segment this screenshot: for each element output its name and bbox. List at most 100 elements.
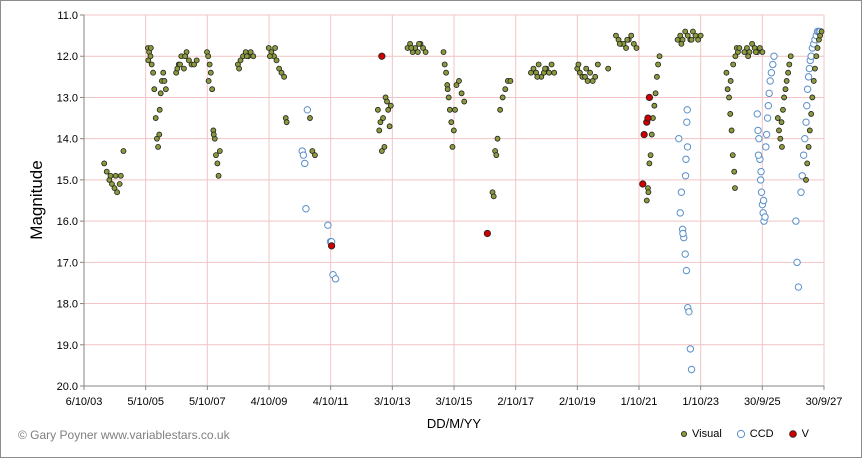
- data-point-ccd: [792, 217, 800, 225]
- data-point-visual: [777, 135, 784, 142]
- data-point-ccd: [759, 196, 768, 205]
- data-point-visual: [150, 69, 157, 76]
- data-point-visual: [376, 127, 383, 134]
- data-point-visual: [191, 61, 197, 68]
- data-point-visual: [546, 69, 552, 76]
- legend-label-v: V: [801, 428, 809, 440]
- data-point-visual: [630, 40, 637, 47]
- data-point-ccd: [799, 151, 808, 159]
- data-point-visual: [156, 131, 163, 138]
- data-point-visual: [647, 152, 654, 159]
- data-point-visual: [458, 90, 465, 97]
- data-point-visual: [250, 53, 257, 60]
- x-tick-label: 3/10/13: [374, 396, 411, 408]
- data-point-ccd: [807, 52, 815, 60]
- legend-label-visual: Visual: [692, 428, 722, 440]
- data-point-visual: [623, 45, 629, 51]
- tick-labels: 6/10/03 5/10/05 5/10/07 4/10/09 4/10/11 3/10/…: [57, 10, 843, 408]
- data-point-v: [378, 52, 386, 60]
- data-point-visual: [450, 127, 457, 134]
- data-point-visual: [111, 185, 118, 192]
- data-point-visual: [174, 65, 181, 72]
- data-point-visual: [147, 45, 154, 51]
- data-point-visual: [736, 45, 743, 51]
- data-point-ccd: [683, 106, 691, 114]
- data-point-visual: [273, 57, 280, 64]
- y-tick-label: 17.0: [57, 257, 78, 269]
- data-point-visual: [756, 45, 763, 51]
- data-point-visual: [215, 172, 222, 179]
- data-point-visual: [449, 144, 456, 150]
- data-point-ccd: [685, 308, 693, 316]
- data-point-visual: [151, 86, 158, 93]
- y-tick-label: 16.0: [57, 216, 78, 228]
- data-point-visual: [655, 61, 661, 68]
- data-point-visual: [809, 94, 816, 101]
- data-point-visual: [272, 45, 278, 51]
- data-point-visual: [117, 172, 124, 179]
- data-point-ccd: [755, 134, 763, 143]
- data-point-visual: [452, 106, 458, 113]
- copyright-text: © Gary Poyner www.variablestars.co.uk: [18, 428, 230, 442]
- data-point-visual: [422, 49, 429, 55]
- data-point-visual: [785, 69, 791, 76]
- data-point-visual: [782, 86, 789, 93]
- data-point-visual: [744, 45, 750, 51]
- data-point-visual: [530, 65, 537, 72]
- data-point-visual: [745, 53, 752, 60]
- legend-item-visual: Visual: [680, 428, 722, 440]
- data-point-visual: [181, 65, 187, 72]
- data-point-visual: [420, 45, 426, 51]
- data-point-ccd: [802, 118, 810, 126]
- data-point-ccd: [803, 85, 812, 93]
- data-point-ccd: [753, 110, 761, 118]
- data-point-visual: [247, 49, 254, 55]
- x-tick-label: 2/10/17: [497, 396, 534, 408]
- x-tick-label: 6/10/03: [66, 396, 103, 408]
- data-point-ccd: [756, 176, 765, 184]
- data-point-ccd: [766, 77, 774, 85]
- data-point-visual: [774, 115, 781, 121]
- data-point-visual: [624, 36, 631, 43]
- data-point-visual: [678, 40, 685, 47]
- data-point-visual: [109, 181, 115, 187]
- data-point-visual: [732, 53, 739, 60]
- data-point-visual: [114, 189, 121, 196]
- data-point-visual: [592, 73, 599, 80]
- data-point-visual: [656, 53, 663, 60]
- data-point-visual: [776, 127, 782, 134]
- data-point-ccd: [762, 143, 770, 151]
- data-point-visual: [645, 189, 652, 196]
- data-point-v: [483, 229, 491, 238]
- data-point-visual: [534, 73, 541, 80]
- data-point-v: [644, 114, 652, 122]
- data-point-visual: [193, 57, 200, 64]
- data-point-visual: [387, 102, 394, 109]
- data-point-ccd: [324, 221, 332, 229]
- y-tick-label: 13.0: [57, 92, 78, 104]
- data-point-visual: [805, 144, 812, 150]
- data-point-visual: [727, 111, 734, 117]
- data-point-ccd: [801, 134, 809, 143]
- data-point-visual: [112, 172, 119, 179]
- data-point-visual: [205, 78, 212, 84]
- y-tick-label: 12.0: [57, 51, 78, 63]
- data-point-visual: [157, 90, 164, 97]
- data-point-ccd: [302, 205, 310, 213]
- data-point-visual: [441, 61, 448, 68]
- data-point-visual: [818, 28, 825, 35]
- data-point-visual: [616, 40, 623, 47]
- data-point-visual: [697, 32, 704, 39]
- y-axis-title: Magnitude: [27, 160, 46, 239]
- y-tick-label: 14.0: [57, 134, 78, 146]
- data-point-ccd: [683, 118, 691, 126]
- data-point-visual: [490, 193, 497, 200]
- data-point-ccd: [805, 64, 814, 73]
- x-tick-label: 2/10/19: [559, 396, 596, 408]
- data-point-visual: [216, 148, 223, 154]
- data-point-visual: [778, 119, 785, 126]
- data-point-visual: [654, 73, 660, 80]
- data-point-visual: [628, 32, 635, 39]
- data-point-visual: [120, 148, 127, 154]
